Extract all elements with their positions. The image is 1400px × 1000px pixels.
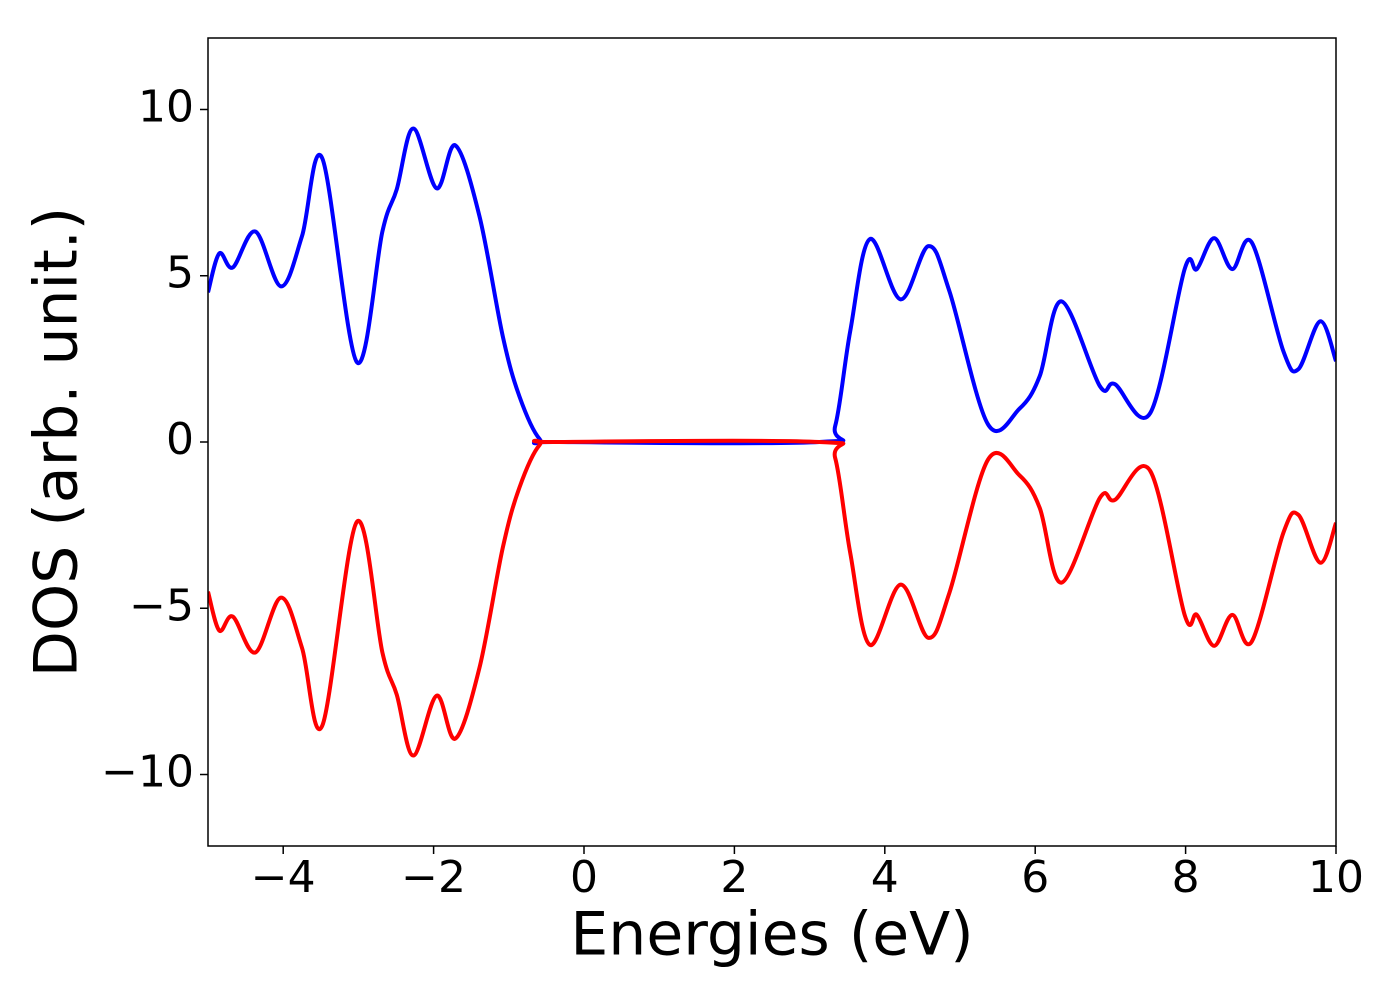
x-tick-label: 2 [720, 852, 748, 903]
dos-line [208, 438, 1336, 758]
y-axis-label: DOS (arb. unit.) [22, 207, 92, 677]
y-tick-label: −5 [129, 580, 194, 631]
y-tick-label: 0 [166, 414, 194, 465]
plot-frame [207, 37, 1337, 847]
x-tick-label: −2 [401, 852, 466, 903]
x-tick-label: 4 [871, 852, 899, 903]
x-tick-label: 10 [1308, 852, 1364, 903]
y-tick-label: 5 [166, 248, 194, 299]
x-tick-label: −4 [251, 852, 316, 903]
x-axis-label: Energies (eV) [570, 900, 973, 970]
x-tick-label: 6 [1021, 852, 1049, 903]
y-tick-label: −10 [101, 747, 194, 798]
dos-line [208, 126, 1336, 446]
y-tick-label: 10 [138, 81, 194, 132]
x-tick-label: 0 [570, 852, 598, 903]
x-tick-label: 8 [1172, 852, 1200, 903]
